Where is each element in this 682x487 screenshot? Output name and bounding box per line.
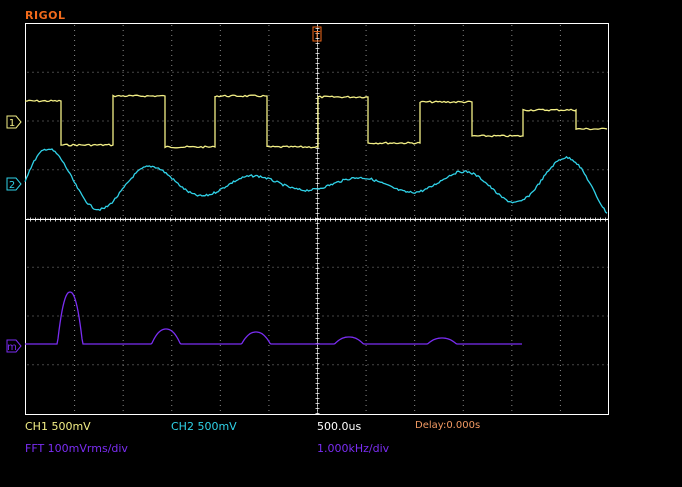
ch1-marker-label: 1 xyxy=(9,118,15,129)
ch1-level-marker[interactable]: 1 xyxy=(6,115,22,129)
ch1-square-wave-trace xyxy=(24,94,608,149)
ch2-scale-readout: CH2 500mV xyxy=(171,420,237,433)
fft-scale-readout: FFT 100mVrms/div xyxy=(25,442,128,455)
rigol-logo: RIGOL xyxy=(25,9,66,22)
timebase-readout: 500.0us xyxy=(317,420,362,433)
ch2-marker-label: 2 xyxy=(9,180,15,191)
trigger-position-icon: T xyxy=(312,26,322,42)
delay-readout: Delay:0.000s xyxy=(415,420,481,431)
ch1-scale-readout: CH1 500mV xyxy=(25,420,91,433)
math-marker-label: m xyxy=(7,342,17,353)
graticule-dots xyxy=(27,25,609,411)
fft-frequency-scale-readout: 1.000kHz/div xyxy=(317,442,390,455)
fft-spectrum-trace xyxy=(25,291,522,345)
svg-text:T: T xyxy=(313,30,321,41)
ch2-level-marker[interactable]: 2 xyxy=(6,177,22,191)
ch2-sine-wave-trace xyxy=(24,148,608,214)
math-level-marker[interactable]: m xyxy=(6,339,22,353)
